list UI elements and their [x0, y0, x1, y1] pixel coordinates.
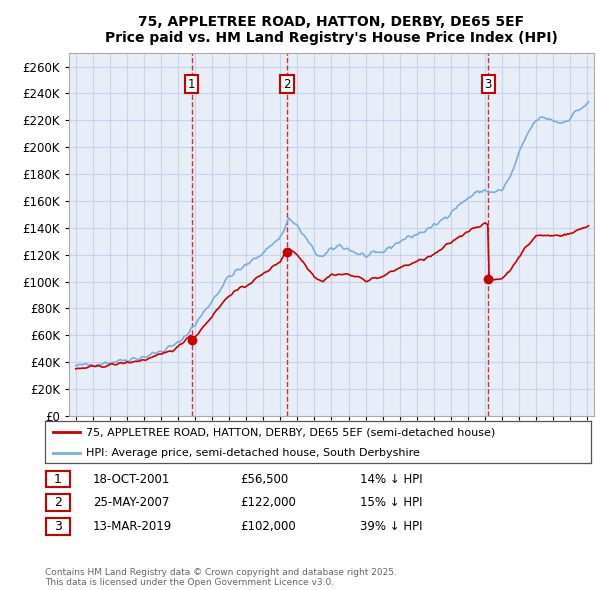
Text: 1: 1 — [188, 77, 196, 90]
Text: Contains HM Land Registry data © Crown copyright and database right 2025.
This d: Contains HM Land Registry data © Crown c… — [45, 568, 397, 587]
Text: 13-MAR-2019: 13-MAR-2019 — [93, 520, 172, 533]
Text: HPI: Average price, semi-detached house, South Derbyshire: HPI: Average price, semi-detached house,… — [86, 448, 420, 457]
Text: £56,500: £56,500 — [240, 473, 288, 486]
Text: 18-OCT-2001: 18-OCT-2001 — [93, 473, 170, 486]
Text: 3: 3 — [53, 520, 62, 533]
Text: 39% ↓ HPI: 39% ↓ HPI — [360, 520, 422, 533]
Text: 25-MAY-2007: 25-MAY-2007 — [93, 496, 169, 509]
Text: 75, APPLETREE ROAD, HATTON, DERBY, DE65 5EF (semi-detached house): 75, APPLETREE ROAD, HATTON, DERBY, DE65 … — [86, 427, 495, 437]
Text: 2: 2 — [283, 77, 290, 90]
Title: 75, APPLETREE ROAD, HATTON, DERBY, DE65 5EF
Price paid vs. HM Land Registry's Ho: 75, APPLETREE ROAD, HATTON, DERBY, DE65 … — [105, 15, 558, 45]
Text: 2: 2 — [53, 496, 62, 509]
Text: 14% ↓ HPI: 14% ↓ HPI — [360, 473, 422, 486]
Text: 3: 3 — [484, 77, 492, 90]
Text: 1: 1 — [53, 473, 62, 486]
Text: 15% ↓ HPI: 15% ↓ HPI — [360, 496, 422, 509]
Text: £122,000: £122,000 — [240, 496, 296, 509]
Text: £102,000: £102,000 — [240, 520, 296, 533]
